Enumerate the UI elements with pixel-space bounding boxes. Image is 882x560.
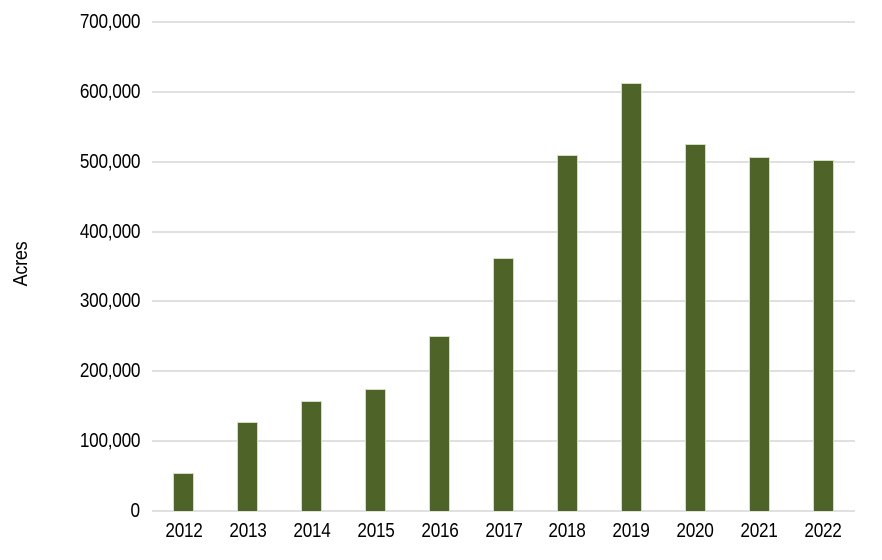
y-tick-label: 300,000	[79, 290, 141, 313]
gridline-500000	[152, 160, 855, 163]
bar-2022	[812, 159, 834, 511]
x-tick-label-2015: 2015	[357, 520, 395, 542]
y-tick-label: 400,000	[79, 220, 141, 243]
x-tick-label-2012: 2012	[165, 520, 203, 542]
x-tick-label-2018: 2018	[548, 520, 587, 542]
x-tick-label-2013: 2013	[229, 520, 267, 542]
gridline-600000	[152, 90, 855, 93]
bar-2021	[748, 156, 770, 511]
y-tick-label: 100,000	[79, 430, 141, 453]
x-tick-label-2017: 2017	[484, 520, 523, 542]
y-tick-label: 500,000	[79, 150, 141, 173]
x-tick-label-2021: 2021	[740, 520, 778, 542]
y-tick-label: 700,000	[79, 11, 141, 33]
bar-2016	[429, 336, 451, 511]
x-tick-label-2014: 2014	[293, 520, 331, 542]
bar-2012	[173, 473, 195, 511]
x-axis-tick-labels: 2012 2013 2014 2015 2016 2017 2018 2019 2020 2021…	[152, 521, 855, 547]
y-tick-label: 200,000	[79, 360, 141, 383]
plot-area	[152, 21, 855, 512]
x-tick-label-2019: 2019	[612, 520, 650, 542]
gridline-700000	[152, 21, 855, 23]
gridline-0	[152, 510, 855, 512]
bar-2017	[493, 258, 514, 511]
x-tick-label-2020: 2020	[676, 520, 714, 542]
bar-2015	[365, 388, 387, 511]
y-tick-label: 0	[130, 500, 141, 522]
bar-2018	[556, 155, 578, 511]
bar-2020	[684, 143, 706, 511]
x-tick-label-2016: 2016	[420, 520, 459, 542]
bar-2014	[301, 400, 323, 511]
bar-2019	[620, 83, 642, 511]
gridline-400000	[152, 230, 855, 233]
y-tick-label: 600,000	[79, 80, 141, 103]
x-tick-label-2022: 2022	[804, 520, 842, 542]
y-axis-tick-labels: 0 100,000 200,000 300,000 400,000 500,000 600,…	[0, 12, 141, 521]
bar-2013	[237, 421, 259, 511]
